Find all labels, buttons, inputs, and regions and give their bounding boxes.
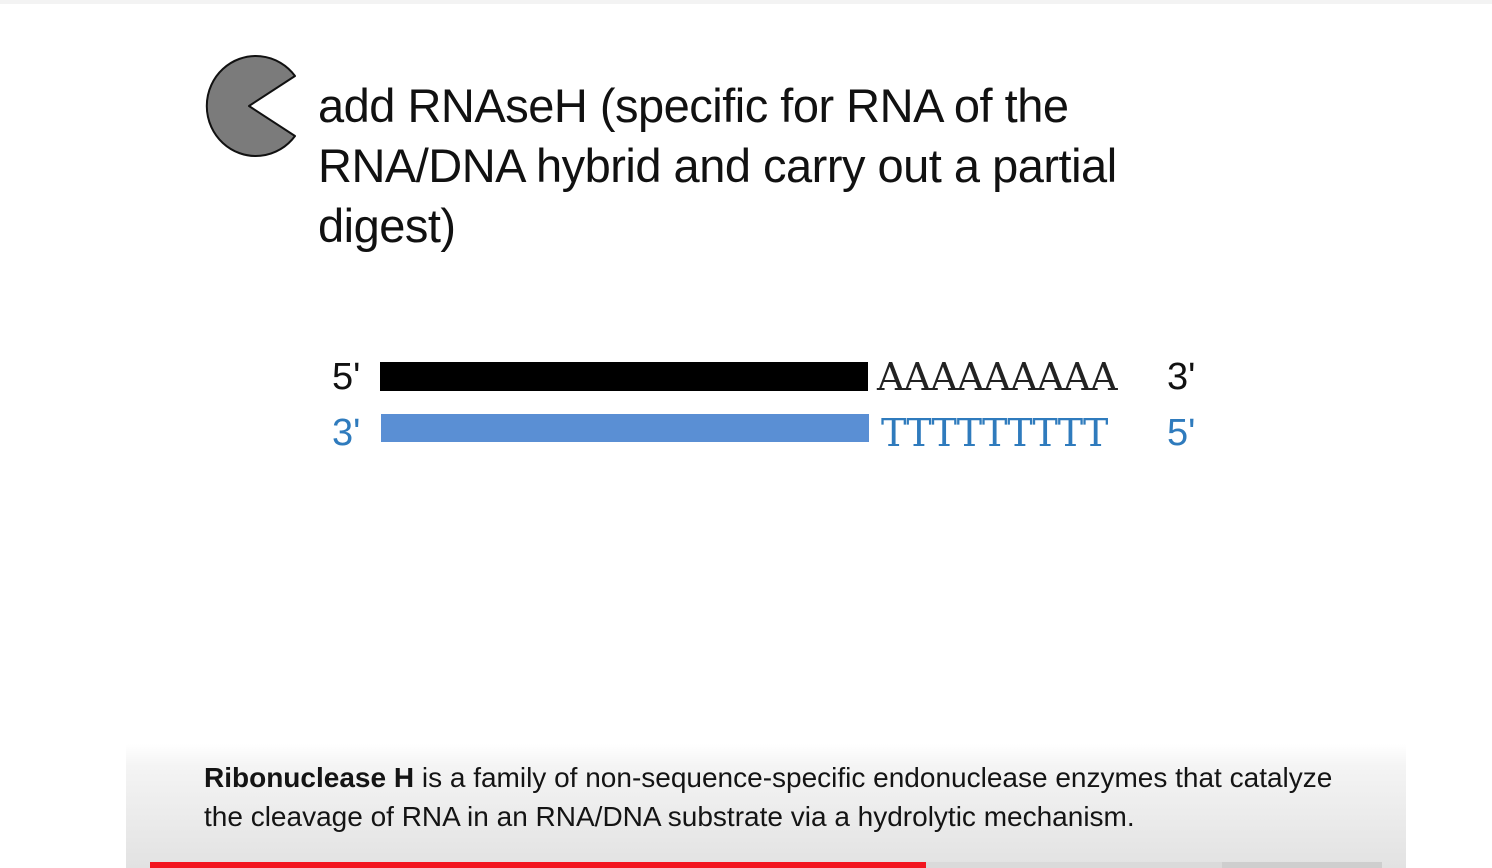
slide-heading: add RNAseH (specific for RNA of the RNA/… (318, 76, 1238, 256)
oligo-dt-primer: TTTTTTTTT (881, 411, 1108, 455)
cdna-strand (381, 414, 869, 442)
heading-line-1: add RNAseH (specific for RNA of the (318, 79, 1069, 132)
pacman-icon (205, 55, 296, 157)
top-strand-3prime-label: 3' (1167, 356, 1196, 398)
progress-played (150, 862, 927, 868)
caption-panel (126, 744, 1406, 868)
caption-term: Ribonuclease H (204, 762, 415, 793)
top-strand-5prime-label: 5' (332, 356, 361, 398)
mrna-strand (380, 362, 868, 391)
enzyme-shape (205, 55, 296, 157)
heading-line-3: digest) (318, 199, 456, 252)
caption-body: is a family of non-sequence-specific end… (204, 762, 1333, 832)
video-progress-bar[interactable] (150, 862, 1382, 868)
caption-text: Ribonuclease H is a family of non-sequen… (204, 759, 1354, 836)
top-edge (0, 0, 1492, 4)
bottom-strand-3prime-label: 3' (332, 412, 361, 454)
poly-a-tail: AAAAAAAAA (877, 355, 1118, 399)
heading-line-2: RNA/DNA hybrid and carry out a partial (318, 139, 1117, 192)
bottom-strand-5prime-label: 5' (1167, 412, 1196, 454)
